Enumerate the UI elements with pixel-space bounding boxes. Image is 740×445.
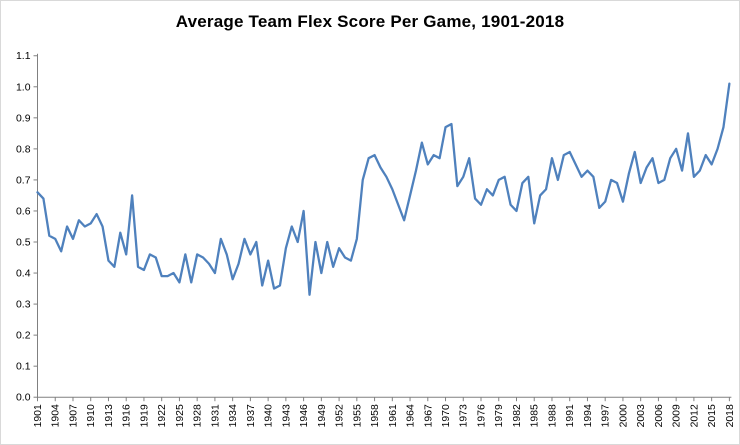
x-tick-label: 1970 bbox=[441, 404, 452, 427]
x-tick-label: 1988 bbox=[547, 404, 558, 427]
x-tick-label: 1913 bbox=[104, 404, 115, 427]
x-tick-label: 1952 bbox=[335, 404, 346, 427]
x-tick-label: 2015 bbox=[707, 404, 718, 427]
x-tick-label: 1934 bbox=[228, 404, 239, 427]
y-tick-label: 0.8 bbox=[16, 144, 31, 155]
x-tick-label: 1985 bbox=[530, 404, 541, 427]
y-tick-label: 0.3 bbox=[16, 300, 31, 311]
x-tick-label: 1964 bbox=[406, 404, 417, 427]
x-tick-label: 1994 bbox=[583, 404, 594, 427]
y-tick-label: 1.0 bbox=[16, 82, 31, 93]
x-tick-label: 2006 bbox=[654, 404, 665, 427]
x-tick-label: 1931 bbox=[210, 404, 221, 427]
x-tick-label: 1955 bbox=[352, 404, 363, 427]
y-tick-label: 0.0 bbox=[16, 393, 31, 404]
y-tick-label: 0.4 bbox=[16, 269, 31, 280]
y-tick-label: 1.1 bbox=[16, 51, 31, 62]
x-tick-label: 1961 bbox=[388, 404, 399, 427]
x-tick-label: 1946 bbox=[299, 404, 310, 427]
chart-title: Average Team Flex Score Per Game, 1901-2… bbox=[175, 12, 565, 31]
y-tick-label: 0.6 bbox=[16, 206, 31, 217]
x-tick-label: 1901 bbox=[33, 404, 44, 427]
x-tick-label: 1907 bbox=[68, 404, 79, 427]
y-tick-label: 0.7 bbox=[16, 175, 31, 186]
x-tick-label: 1919 bbox=[139, 404, 150, 427]
x-tick-label: 1997 bbox=[601, 404, 612, 427]
x-tick-label: 1973 bbox=[459, 404, 470, 427]
x-tick-label: 2012 bbox=[689, 404, 700, 427]
x-tick-label: 1958 bbox=[370, 404, 381, 427]
x-tick-label: 1925 bbox=[175, 404, 186, 427]
x-tick-label: 1922 bbox=[157, 404, 168, 427]
x-tick-label: 2000 bbox=[618, 404, 629, 427]
flex-score-line bbox=[36, 82, 731, 296]
x-tick-label: 1943 bbox=[281, 404, 292, 427]
x-tick-label: 2003 bbox=[636, 404, 647, 427]
x-tick-label: 1979 bbox=[494, 404, 505, 427]
x-tick-label: 1991 bbox=[565, 404, 576, 427]
x-tick-label: 1904 bbox=[51, 404, 62, 427]
x-tick-label: 1940 bbox=[264, 404, 275, 427]
x-tick-label: 1928 bbox=[193, 404, 204, 427]
x-tick-label: 2018 bbox=[725, 404, 736, 427]
x-tick-label: 1982 bbox=[512, 404, 523, 427]
x-tick-label: 1976 bbox=[476, 404, 487, 427]
y-tick-label: 0.5 bbox=[16, 237, 31, 248]
y-tick-label: 0.9 bbox=[16, 113, 31, 124]
x-tick-label: 1967 bbox=[423, 404, 434, 427]
x-tick-label: 1916 bbox=[122, 404, 133, 427]
x-tick-label: 1910 bbox=[86, 404, 97, 427]
x-tick-label: 1949 bbox=[317, 404, 328, 427]
x-tick-label: 1937 bbox=[246, 404, 257, 427]
y-tick-label: 0.2 bbox=[16, 331, 31, 342]
y-tick-label: 0.1 bbox=[16, 362, 31, 373]
x-tick-label: 2009 bbox=[672, 404, 683, 427]
